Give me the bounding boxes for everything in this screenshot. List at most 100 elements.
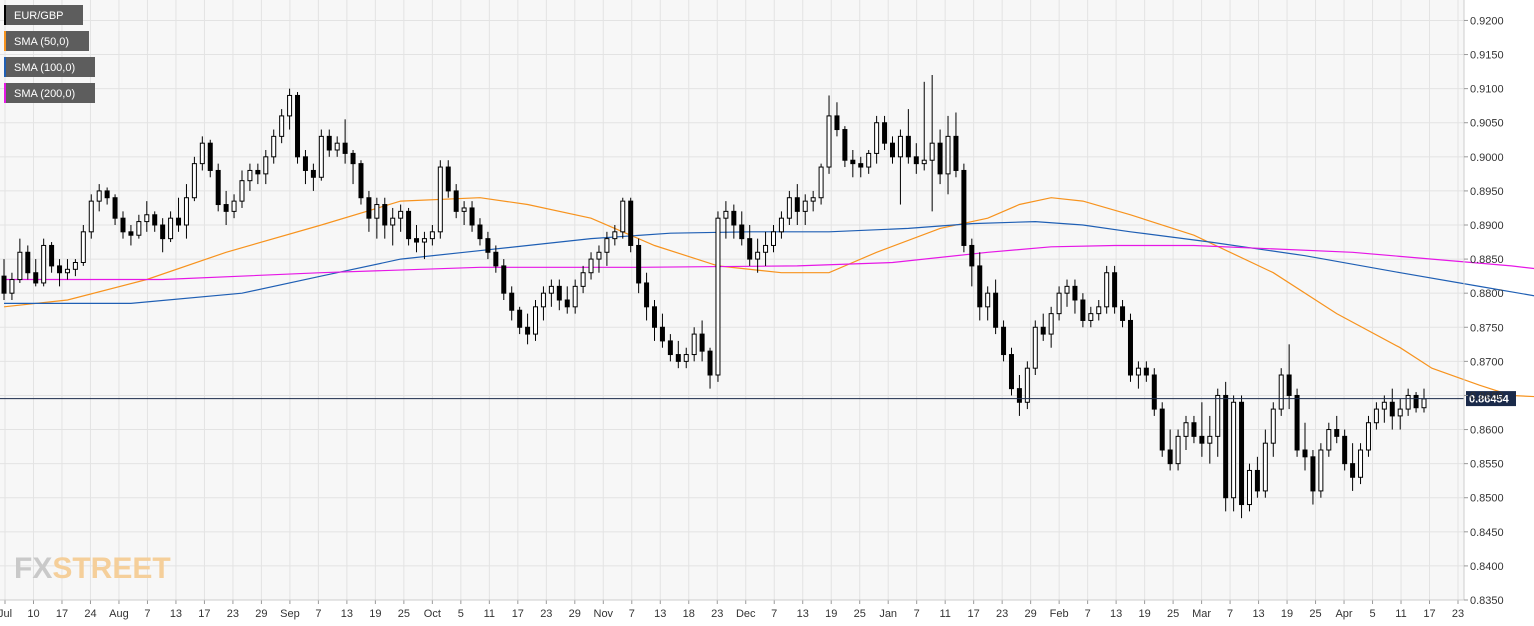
candle-body-bull (72, 262, 78, 270)
sma-200-line (4, 244, 1534, 281)
candle-body-bear (1143, 367, 1149, 376)
candle-body-bull (540, 292, 546, 308)
candle-body-bear (858, 163, 864, 168)
x-tick-label: 13 (1252, 608, 1264, 620)
x-tick-label: 7 (144, 608, 150, 620)
candle-body-bull (874, 122, 880, 154)
candle-body-bear (160, 224, 166, 240)
candle-body-bull (533, 306, 539, 335)
candle-body-bear (485, 238, 491, 253)
candle-body-bear (25, 251, 31, 274)
x-tick-label: 7 (771, 608, 777, 620)
candle-body-bear (889, 142, 895, 158)
candle-body-bull (239, 180, 245, 202)
candle-body-bear (342, 142, 348, 154)
candle-body-bear (366, 197, 372, 219)
candle-body-bull (572, 285, 578, 308)
candle-body-bear (739, 224, 745, 240)
candle-body-bull (390, 217, 396, 226)
candle-body-bear (977, 265, 983, 308)
candle-body-bull (1381, 401, 1387, 410)
candle-body-bull (1032, 326, 1038, 369)
candle-body-bear (310, 169, 316, 178)
y-axis: 0.9200 0.9150 0.9100 0.9050 0.9000 0.8950 0.89… (1464, 15, 1504, 607)
x-tick-label: 17 (512, 608, 524, 620)
x-tick-label: 19 (369, 608, 381, 620)
candle-body-bull (263, 156, 269, 175)
candle-body-bull (437, 166, 443, 233)
candle-body-bear (493, 251, 499, 267)
candle-body-bull (191, 163, 197, 199)
candle-body-bull (287, 94, 293, 117)
x-tick-label: Oct (424, 608, 441, 620)
x-tick-label: 7 (1227, 608, 1233, 620)
x-tick-label: Dec (736, 608, 756, 620)
candle-body-bear (128, 231, 134, 236)
candle-body-bear (49, 244, 55, 267)
candle-body-bear (731, 210, 737, 226)
candle-body-bear (961, 169, 967, 246)
x-tick-label: 17 (56, 608, 68, 620)
candle-body-bear (834, 115, 840, 131)
candle-body-bull (1024, 367, 1030, 403)
candle-body-bull (96, 190, 102, 202)
candle-body-bear (636, 244, 642, 284)
candle-body-bull (1358, 449, 1364, 478)
x-tick-label: 17 (198, 608, 210, 620)
sma-50-line (3, 197, 1534, 398)
candle-body-bear (1016, 388, 1022, 403)
legend-item-swatch (4, 83, 6, 103)
candle-body-bear (112, 197, 118, 219)
candle-body-bear (1072, 285, 1078, 301)
x-tick-label: 11 (939, 608, 950, 620)
candle-body-bull (461, 207, 467, 212)
candle-body-bear (652, 306, 658, 328)
x-tick-label: 7 (629, 608, 635, 620)
legend-item-label: SMA (50,0) (14, 36, 69, 48)
candle-body-bear (414, 238, 420, 243)
candle-body-bull (9, 279, 15, 294)
x-tick-label: 25 (1167, 608, 1179, 620)
x-tick-label: 11 (484, 608, 495, 620)
candle-body-bull (1064, 285, 1070, 294)
y-tick-label: 0.9100 (1470, 84, 1504, 96)
y-tick-label: 0.8900 (1470, 220, 1504, 232)
x-tick-label: Sep (280, 608, 300, 620)
x-tick-label: 17 (1423, 608, 1435, 620)
candle-body-bull (374, 204, 380, 219)
candle-body-bear (1334, 429, 1340, 437)
candle-body-bear (120, 217, 126, 233)
candle-body-bull (866, 152, 872, 168)
candle-body-bear (1254, 469, 1260, 492)
legend-item-label: SMA (100,0) (14, 62, 75, 74)
candle-body-bear (350, 152, 356, 165)
candle-body-bear (882, 122, 888, 144)
candle-body-bear (445, 166, 451, 192)
candle-body-bear (215, 169, 221, 206)
x-tick-label: 23 (1452, 608, 1464, 620)
candle-body-bull (921, 159, 927, 165)
x-tick-label: 23 (711, 608, 723, 620)
candle-body-bear (1223, 394, 1229, 499)
candle-body-bear (794, 197, 800, 212)
x-tick-label: 17 (968, 608, 980, 620)
legend-item-box (4, 57, 95, 77)
x-tick-label: 24 (84, 608, 96, 620)
candle-body-bear (104, 190, 110, 199)
y-tick-label: 0.8450 (1470, 527, 1504, 539)
candle-body-bull (985, 292, 991, 308)
candle-body-bear (747, 238, 753, 260)
candle-body-bull (318, 135, 324, 178)
sma-100-line (4, 220, 1534, 304)
candle-body-bull (612, 231, 618, 240)
x-tick-label: 25 (854, 608, 866, 620)
candle-body-bear (937, 142, 943, 175)
candle-body-bear (453, 190, 459, 212)
candle-body-bear (1342, 435, 1348, 465)
candle-body-bear (1167, 449, 1173, 465)
x-tick-label: 19 (1281, 608, 1293, 620)
candle-body-bear (1112, 272, 1118, 308)
x-tick-label: Apr (1335, 608, 1352, 620)
candle-body-bear (1191, 422, 1197, 437)
candle-body-bull (1278, 374, 1284, 410)
